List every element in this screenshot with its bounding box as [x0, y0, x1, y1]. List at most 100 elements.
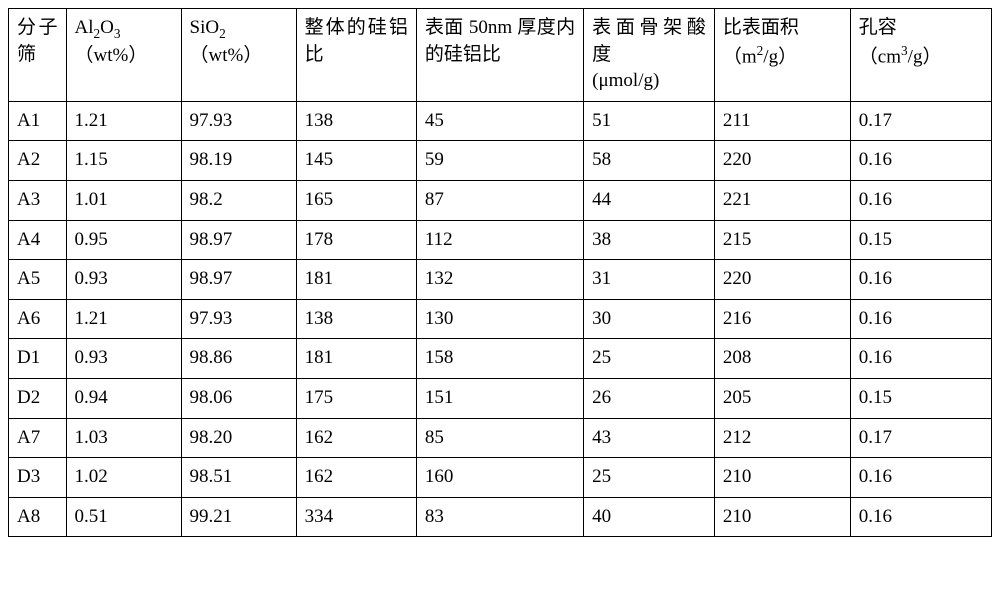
table-row: D20.9498.06175151262050.15 — [9, 378, 992, 418]
cell: 0.15 — [850, 220, 991, 260]
cell: A3 — [9, 180, 67, 220]
cell: 98.06 — [181, 378, 296, 418]
header-al2o3: Al2O3（wt%） — [66, 9, 181, 102]
cell: 0.16 — [850, 497, 991, 537]
table-row: A40.9598.97178112382150.15 — [9, 220, 992, 260]
cell: 1.01 — [66, 180, 181, 220]
cell: 38 — [584, 220, 715, 260]
cell: 220 — [714, 141, 850, 181]
table-row: A71.0398.2016285432120.17 — [9, 418, 992, 458]
cell: D2 — [9, 378, 67, 418]
cell: 83 — [416, 497, 583, 537]
cell: 181 — [296, 260, 416, 300]
al2o3-unit: （wt%） — [75, 45, 148, 66]
cell: 211 — [714, 101, 850, 141]
cell: 138 — [296, 101, 416, 141]
cell: 0.51 — [66, 497, 181, 537]
cell: 44 — [584, 180, 715, 220]
cell: 58 — [584, 141, 715, 181]
table-row: A31.0198.216587442210.16 — [9, 180, 992, 220]
cell: 221 — [714, 180, 850, 220]
cell: 98.20 — [181, 418, 296, 458]
table-row: D31.0298.51162160252100.16 — [9, 458, 992, 498]
cell: A6 — [9, 299, 67, 339]
cell: 210 — [714, 458, 850, 498]
cell: 98.51 — [181, 458, 296, 498]
cell: 160 — [416, 458, 583, 498]
cell: 43 — [584, 418, 715, 458]
cell: 175 — [296, 378, 416, 418]
table-row: A80.5199.2133483402100.16 — [9, 497, 992, 537]
cell: 51 — [584, 101, 715, 141]
table-header: 分子筛 Al2O3（wt%） SiO2（wt%） 整体的硅铝比 表面 50nm … — [9, 9, 992, 102]
cell: 98.97 — [181, 260, 296, 300]
acidity-unit: (μmol/g) — [592, 70, 659, 91]
header-sieve-text: 分子筛 — [17, 17, 58, 65]
table-row: D10.9398.86181158252080.16 — [9, 339, 992, 379]
overall-ratio-text: 整体的硅铝比 — [305, 17, 408, 65]
cell: 165 — [296, 180, 416, 220]
table-row: A21.1598.1914559582200.16 — [9, 141, 992, 181]
surface-area-label: 比表面积 — [723, 17, 799, 38]
cell: 97.93 — [181, 101, 296, 141]
cell: A5 — [9, 260, 67, 300]
pore-volume-label: 孔容 — [859, 17, 897, 38]
cell: A2 — [9, 141, 67, 181]
header-sieve: 分子筛 — [9, 9, 67, 102]
pv-unit-sup: 3 — [901, 43, 908, 58]
cell: 158 — [416, 339, 583, 379]
al2o3-sub2: 3 — [114, 26, 121, 41]
al2o3-mid: O — [100, 17, 114, 38]
header-acidity: 表面骨架酸度 (μmol/g) — [584, 9, 715, 102]
cell: 220 — [714, 260, 850, 300]
cell: 0.93 — [66, 339, 181, 379]
cell: 130 — [416, 299, 583, 339]
data-table: 分子筛 Al2O3（wt%） SiO2（wt%） 整体的硅铝比 表面 50nm … — [8, 8, 992, 537]
cell: 112 — [416, 220, 583, 260]
cell: 210 — [714, 497, 850, 537]
sio2-pre: SiO — [190, 17, 220, 38]
cell: 0.93 — [66, 260, 181, 300]
table-body: A11.2197.9313845512110.17 A21.1598.19145… — [9, 101, 992, 537]
cell: 99.21 — [181, 497, 296, 537]
cell: 212 — [714, 418, 850, 458]
acidity-label: 表面骨架酸度 — [592, 17, 706, 65]
pv-unit-post: /g） — [908, 46, 942, 67]
cell: A8 — [9, 497, 67, 537]
cell: 208 — [714, 339, 850, 379]
cell: 0.16 — [850, 260, 991, 300]
cell: 151 — [416, 378, 583, 418]
cell: 0.16 — [850, 299, 991, 339]
cell: 0.16 — [850, 458, 991, 498]
cell: 30 — [584, 299, 715, 339]
table-row: A50.9398.97181132312200.16 — [9, 260, 992, 300]
cell: 0.17 — [850, 418, 991, 458]
cell: 87 — [416, 180, 583, 220]
sa-unit-post: /g） — [763, 46, 797, 67]
header-surface-area: 比表面积（m2/g） — [714, 9, 850, 102]
cell: 334 — [296, 497, 416, 537]
cell: 0.16 — [850, 339, 991, 379]
cell: 98.2 — [181, 180, 296, 220]
cell: 215 — [714, 220, 850, 260]
cell: 26 — [584, 378, 715, 418]
cell: 181 — [296, 339, 416, 379]
cell: 59 — [416, 141, 583, 181]
cell: 205 — [714, 378, 850, 418]
cell: 1.21 — [66, 101, 181, 141]
cell: 162 — [296, 418, 416, 458]
cell: 1.02 — [66, 458, 181, 498]
cell: 0.94 — [66, 378, 181, 418]
cell: 1.21 — [66, 299, 181, 339]
cell: 162 — [296, 458, 416, 498]
cell: 1.03 — [66, 418, 181, 458]
cell: D1 — [9, 339, 67, 379]
pv-unit-pre: （cm — [859, 46, 901, 67]
header-pore-volume: 孔容 （cm3/g） — [850, 9, 991, 102]
cell: 98.97 — [181, 220, 296, 260]
cell: 1.15 — [66, 141, 181, 181]
cell: 0.15 — [850, 378, 991, 418]
cell: A7 — [9, 418, 67, 458]
header-overall-ratio: 整体的硅铝比 — [296, 9, 416, 102]
cell: 25 — [584, 458, 715, 498]
